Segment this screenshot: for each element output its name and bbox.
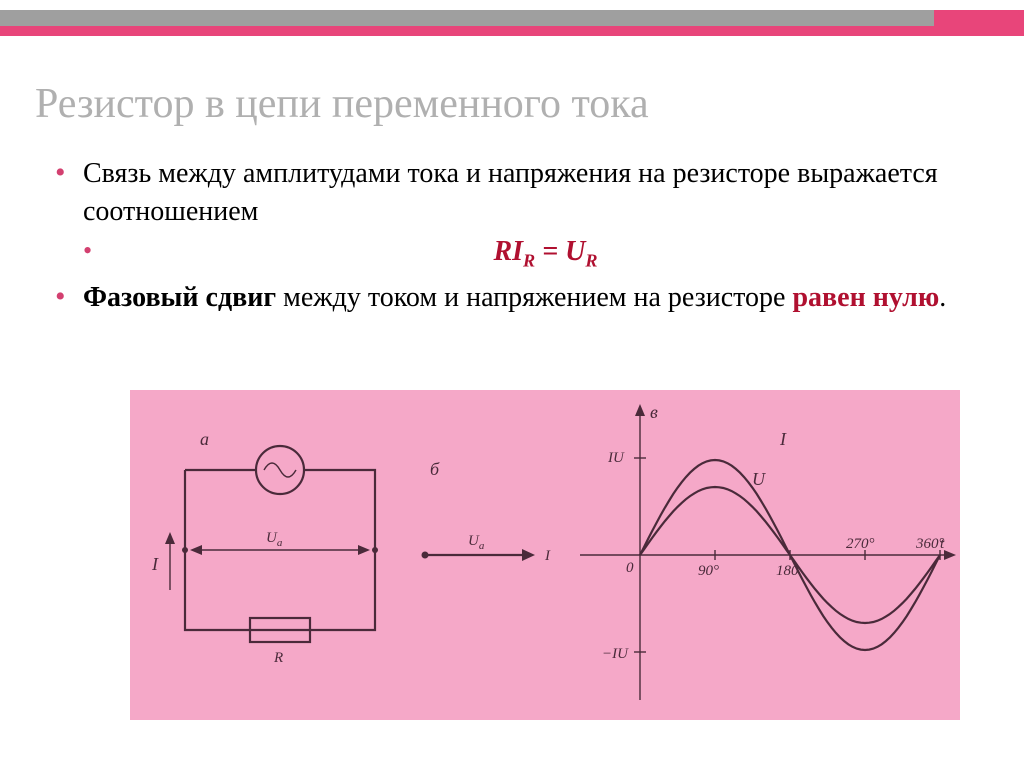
ua-label: Ua [266, 530, 283, 549]
panel-c-tag: в [650, 402, 658, 422]
curve-u-label: U [752, 469, 766, 489]
ua-arrow-head-l [190, 545, 202, 555]
bullet-2-bold: Фазовый сдвиг [83, 282, 276, 313]
formula-lhs: RI [493, 236, 523, 267]
figure-svg: а R I Ua б [130, 390, 960, 720]
formula-eq: = [535, 236, 565, 267]
bullet-2-end: . [939, 282, 946, 313]
bullet-1-text: Связь между амплитудами тока и напряжени… [83, 158, 938, 227]
x-axis-arrow [944, 550, 956, 560]
y-axis-arrow [635, 404, 645, 416]
decoration-bar-grey [0, 10, 1024, 26]
origin-label: 0 [626, 560, 634, 576]
bullet-2-red: равен нулю [792, 282, 939, 313]
current-arrow-head [165, 532, 175, 544]
ua-arrow-head-r [358, 545, 370, 555]
tick-2: 270° [846, 536, 875, 552]
slide-body: Связь между амплитудами тока и напряжени… [55, 155, 984, 321]
bullet-2-mid: между током и напряжением на резисторе [276, 282, 792, 313]
formula-bullet: RIR = UR [83, 233, 984, 273]
formula-rhs-sub: R [585, 250, 597, 270]
panel-a: а R I Ua [151, 429, 378, 666]
phasor-u-label: Ua [468, 533, 485, 552]
terminal-dot-r [372, 547, 378, 553]
phasor-i-label: I [544, 548, 551, 564]
curve-i-label: I [779, 429, 787, 449]
panel-b: б Ua I [422, 459, 552, 564]
formula-rhs: U [565, 236, 585, 267]
slide-title: Резистор в цепи переменного тока [35, 80, 649, 128]
panel-a-tag: а [200, 429, 209, 449]
resistor-label: R [273, 650, 283, 666]
panel-c: в t 0 IU −IU 90° 180 270° 360° [580, 402, 956, 700]
terminal-dot-l [182, 547, 188, 553]
tick-3: 360° [915, 536, 945, 552]
bullet-1: Связь между амплитудами тока и напряжени… [55, 155, 984, 273]
x-ticks: 90° 180 270° 360° [698, 536, 945, 579]
tick-0: 90° [698, 563, 719, 579]
y-bot-label: −IU [602, 646, 629, 662]
bullet-2: Фазовый сдвиг между током и напряжением … [55, 279, 984, 317]
phasor-head [522, 549, 535, 561]
formula: RIR = UR [107, 233, 984, 273]
panel-b-tag: б [430, 459, 440, 479]
decoration-bar-pink [0, 26, 1024, 36]
figure: а R I Ua б [130, 390, 960, 720]
formula-lhs-sub: R [523, 250, 535, 270]
current-label: I [151, 554, 159, 574]
ac-source-sine [264, 463, 296, 477]
y-top-label: IU [607, 450, 625, 466]
